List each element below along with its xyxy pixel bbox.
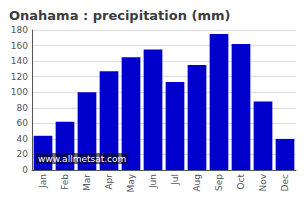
svg-text:60: 60 (17, 118, 29, 128)
svg-text:Oct: Oct (236, 174, 246, 190)
svg-text:Jun: Jun (148, 174, 158, 189)
svg-text:www.allmetsat.com: www.allmetsat.com (38, 154, 126, 164)
svg-text:20: 20 (17, 149, 29, 159)
svg-text:Jul: Jul (170, 174, 180, 186)
svg-text:Nov: Nov (258, 173, 268, 191)
svg-text:Apr: Apr (104, 174, 114, 190)
svg-text:Onahama : precipitation (mm): Onahama : precipitation (mm) (9, 8, 230, 23)
svg-text:80: 80 (17, 103, 29, 113)
svg-text:40: 40 (17, 134, 29, 144)
svg-text:Aug: Aug (192, 174, 202, 192)
svg-text:Jan: Jan (38, 174, 48, 189)
svg-text:120: 120 (11, 72, 28, 82)
svg-text:180: 180 (11, 25, 28, 35)
svg-text:Sep: Sep (214, 174, 224, 191)
svg-text:Mar: Mar (82, 174, 92, 191)
svg-text:100: 100 (11, 87, 28, 97)
svg-text:Dec: Dec (280, 174, 290, 191)
svg-text:0: 0 (22, 165, 28, 175)
svg-text:Feb: Feb (60, 174, 70, 190)
svg-text:May: May (126, 173, 136, 192)
svg-text:140: 140 (11, 56, 28, 66)
svg-text:160: 160 (11, 41, 28, 51)
